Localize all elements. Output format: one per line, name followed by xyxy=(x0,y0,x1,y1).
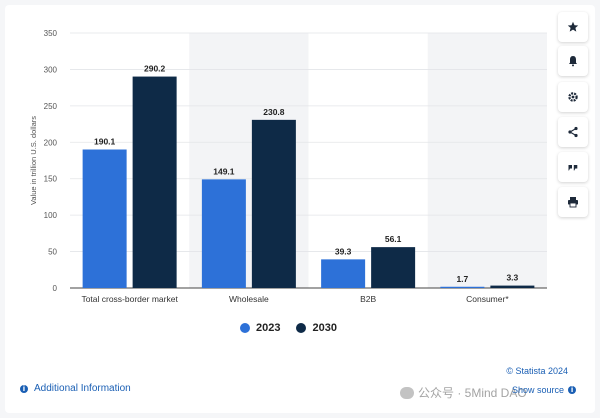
info-icon: i xyxy=(20,384,28,393)
settings-button[interactable] xyxy=(558,82,588,112)
x-tick-label-2: B2B xyxy=(360,294,376,304)
bar-2023-2 xyxy=(321,259,366,288)
additional-information-label: Additional Information xyxy=(34,383,131,394)
quote-icon xyxy=(568,165,578,171)
bar-2030-1 xyxy=(251,119,296,289)
watermark-text: 公众号 · 5Mind DAO xyxy=(418,386,527,400)
category-band-3 xyxy=(427,33,547,288)
x-tick-label-3: Consumer* xyxy=(466,294,509,304)
data-label-2023-1: 149.1 xyxy=(213,166,235,176)
cite-button[interactable] xyxy=(558,152,588,182)
data-label-2030-1: 230.8 xyxy=(263,107,285,117)
print-button[interactable] xyxy=(558,187,588,217)
legend-label-2023: 2023 xyxy=(256,322,281,334)
legend-label-2030: 2030 xyxy=(312,322,337,334)
data-label-2030-0: 290.2 xyxy=(144,64,166,74)
data-label-2023-3: 1.7 xyxy=(456,274,468,284)
show-source-label: Show source xyxy=(512,385,565,395)
share-button[interactable] xyxy=(558,117,588,147)
info-icon: i xyxy=(568,386,577,394)
watermark: 公众号 · 5Mind DAO xyxy=(400,384,527,401)
legend-swatch-2030 xyxy=(296,323,307,333)
additional-information-link[interactable]: i Additional Information xyxy=(20,383,131,394)
bell-icon xyxy=(569,56,577,67)
show-source-link[interactable]: Show source i xyxy=(512,385,577,395)
share-icon xyxy=(568,126,578,138)
y-tick-label-300: 300 xyxy=(44,65,58,74)
legend-swatch-2023 xyxy=(240,323,250,333)
bar-2030-2 xyxy=(371,247,416,288)
statista-credit-link[interactable]: © Statista 2024 xyxy=(506,366,568,376)
y-axis-label: Value in trillion U.S. dollars xyxy=(29,116,38,205)
wechat-logo-icon xyxy=(400,386,414,399)
y-tick-label-250: 250 xyxy=(44,102,58,111)
bar-2030-3 xyxy=(490,285,535,288)
gear-icon xyxy=(568,92,578,102)
y-tick-label-50: 50 xyxy=(48,248,57,257)
y-tick-label-0: 0 xyxy=(53,284,58,293)
favorite-button[interactable] xyxy=(558,12,588,42)
data-label-2023-0: 190.1 xyxy=(94,136,116,146)
legend-item-2023[interactable]: 2023 xyxy=(240,322,280,334)
bar-2023-1 xyxy=(201,179,246,288)
chart-legend: 2023 2030 xyxy=(240,322,337,334)
data-label-2023-2: 39.3 xyxy=(335,246,352,256)
print-icon xyxy=(568,197,578,208)
bar-2023-3 xyxy=(440,286,485,288)
x-tick-label-0: Total cross-border market xyxy=(81,294,178,304)
bar-2030-0 xyxy=(132,76,177,288)
data-label-2030-3: 3.3 xyxy=(506,273,518,283)
y-tick-label-350: 350 xyxy=(44,29,58,38)
y-tick-label-150: 150 xyxy=(44,175,58,184)
data-label-2030-2: 56.1 xyxy=(385,234,402,244)
bar-2023-0 xyxy=(82,149,127,288)
notification-button[interactable] xyxy=(558,46,588,76)
x-tick-label-1: Wholesale xyxy=(229,294,269,304)
star-icon xyxy=(567,21,579,32)
legend-item-2030[interactable]: 2030 xyxy=(296,322,337,334)
y-tick-label-200: 200 xyxy=(44,138,58,147)
y-tick-label-100: 100 xyxy=(44,211,58,220)
